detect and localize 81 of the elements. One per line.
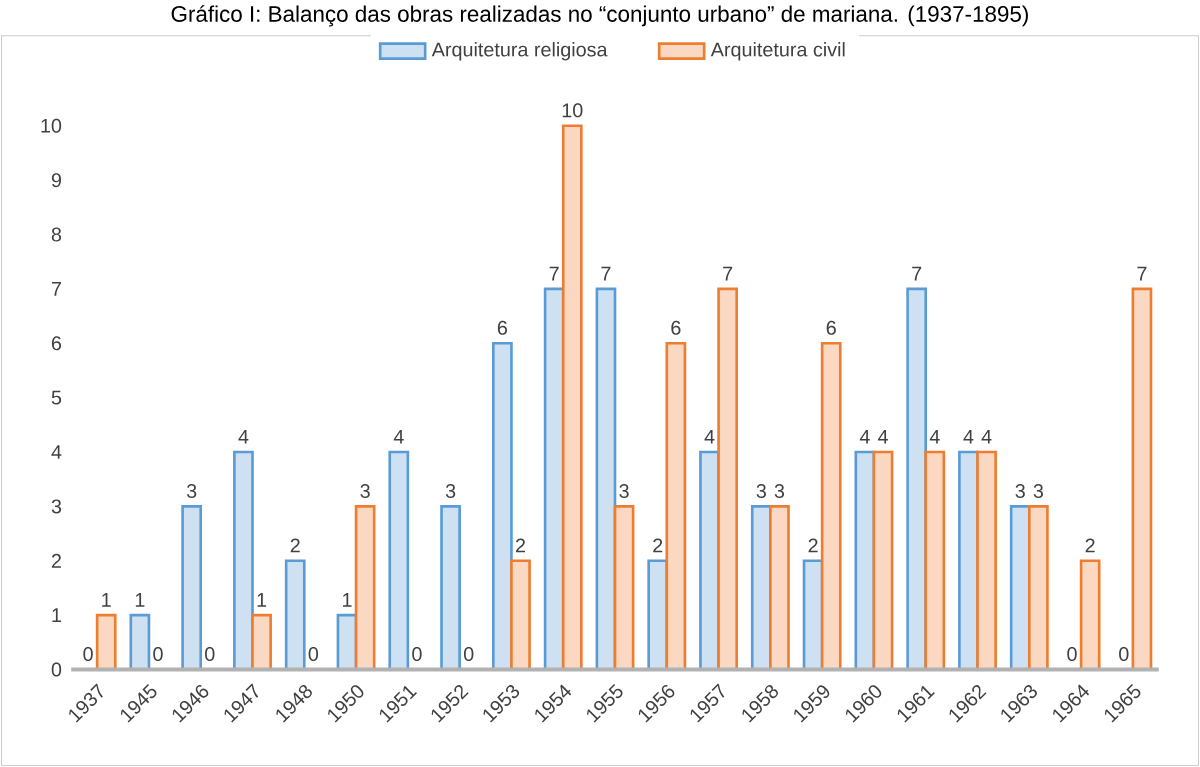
data-label: 7 [723, 266, 733, 281]
data-label: 6 [497, 320, 507, 335]
y-tick-label: 10 [41, 118, 62, 133]
data-label: 10 [562, 103, 583, 118]
bar [769, 505, 790, 671]
data-label: 0 [464, 647, 474, 662]
data-label: 0 [205, 647, 215, 662]
data-label: 4 [704, 429, 715, 444]
bar [1131, 287, 1153, 671]
data-label: 4 [929, 429, 940, 444]
data-label: 6 [671, 320, 681, 335]
bar [129, 613, 151, 671]
legend-label: Arquitetura religiosa [431, 42, 608, 61]
data-label: 0 [153, 647, 163, 662]
data-label: 1 [343, 593, 352, 607]
data-label: 2 [808, 538, 818, 553]
y-tick-label: 1 [52, 608, 61, 622]
data-label: 2 [515, 538, 525, 553]
data-label: 3 [445, 483, 456, 498]
bar [181, 505, 203, 671]
bar [665, 341, 687, 671]
data-label: 3 [186, 483, 197, 498]
data-label: 1 [102, 593, 111, 607]
y-tick-label: 8 [51, 227, 62, 242]
bar [95, 613, 117, 671]
bar [872, 450, 894, 671]
data-label: 4 [963, 429, 974, 444]
data-label: 1 [135, 593, 145, 607]
data-label: 0 [308, 647, 319, 662]
bar [510, 559, 531, 671]
bar [976, 450, 997, 671]
bar [906, 287, 928, 671]
data-label: 4 [877, 429, 888, 444]
y-tick-label: 5 [51, 390, 62, 405]
bar [1079, 559, 1101, 671]
data-label: 3 [360, 483, 370, 498]
data-label: 4 [981, 429, 992, 444]
bar [354, 505, 376, 671]
data-label: 7 [1137, 266, 1147, 281]
chart-title: Gráfico I: Balanço das obras realizadas no “conjunto urbano” de mariana. (1937-1895) [171, 5, 1028, 27]
data-label: 7 [912, 266, 922, 281]
data-label: 0 [1119, 647, 1129, 662]
data-label: 4 [238, 429, 249, 444]
bar [613, 505, 635, 671]
y-tick-label: 6 [51, 336, 62, 351]
y-tick-label: 7 [51, 282, 61, 296]
data-label: 0 [83, 647, 93, 662]
data-label: 3 [774, 483, 785, 498]
bar [440, 505, 461, 671]
data-label: 3 [756, 483, 766, 498]
bar [233, 450, 254, 671]
data-label: 6 [826, 320, 836, 335]
legend-label: Arquitetura civil [710, 42, 845, 61]
bar [284, 559, 306, 671]
data-label: 3 [619, 483, 629, 498]
y-tick-label: 3 [51, 499, 62, 514]
data-label: 1 [257, 593, 267, 607]
bar [717, 287, 739, 671]
data-label: 2 [290, 538, 300, 553]
data-label: 7 [549, 266, 559, 281]
y-tick-label: 9 [51, 173, 61, 188]
bar [491, 341, 513, 671]
y-tick-label: 4 [51, 445, 62, 459]
data-label: 0 [412, 647, 422, 662]
bar [820, 341, 842, 671]
y-tick-label: 0 [51, 662, 62, 677]
data-label: 3 [1015, 483, 1025, 498]
data-label: 2 [1085, 538, 1095, 553]
bar [251, 613, 272, 671]
data-label: 4 [859, 429, 870, 444]
bar [561, 124, 583, 671]
bar [1027, 505, 1049, 671]
bar [595, 287, 617, 671]
data-label: 4 [393, 429, 404, 444]
bar [388, 450, 410, 671]
data-label: 3 [1033, 483, 1043, 498]
data-label: 2 [653, 538, 663, 553]
y-tick-label: 2 [51, 553, 61, 568]
data-label: 7 [601, 266, 611, 281]
data-label: 0 [1067, 647, 1077, 662]
bar [924, 450, 946, 671]
